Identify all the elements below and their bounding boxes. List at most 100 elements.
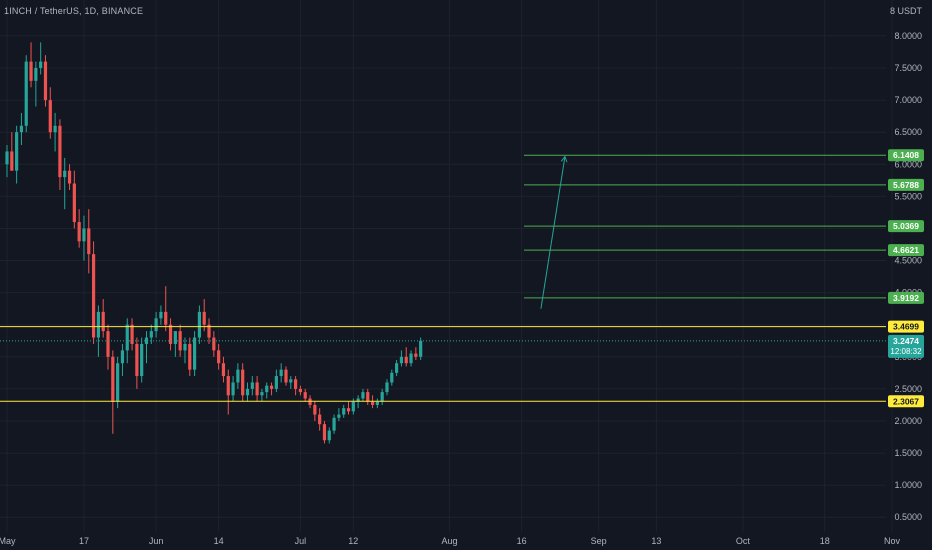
candle-down — [202, 311, 206, 325]
candle-down — [91, 254, 96, 338]
candle-down — [207, 324, 211, 338]
y-tick-label: 6.5000 — [894, 127, 922, 137]
candle-up — [154, 318, 158, 332]
candle-up — [245, 388, 250, 396]
candle-up — [173, 331, 177, 344]
candle-down — [226, 376, 230, 396]
candle-down — [164, 311, 168, 325]
candle-down — [404, 356, 408, 364]
level-price-tag — [888, 244, 924, 257]
candle-down — [168, 324, 173, 344]
candle-down — [221, 363, 226, 377]
candle-up — [53, 125, 57, 133]
candle-down — [217, 350, 221, 364]
candle-down — [106, 331, 110, 357]
candle-down — [10, 151, 14, 171]
candle-up — [116, 363, 120, 402]
y-tick-label: 1.0000 — [894, 480, 922, 490]
y-tick-label: 0.5000 — [894, 512, 922, 522]
level-price-label: 3.4699 — [893, 322, 919, 332]
candle-down — [241, 369, 245, 396]
candle-up — [375, 401, 379, 405]
candle-down — [313, 404, 317, 415]
level-price-tag — [888, 291, 924, 304]
candle-up — [5, 151, 9, 165]
level-price-tag — [888, 395, 924, 408]
candle-up — [120, 350, 125, 364]
candle-down — [135, 343, 139, 377]
current-price-tag — [888, 334, 924, 358]
candle-up — [351, 401, 355, 412]
candle-up — [260, 392, 264, 396]
candle-up — [34, 68, 38, 81]
level-price-tag — [888, 178, 924, 191]
y-tick-label: 7.5000 — [894, 63, 922, 73]
candle-up — [289, 379, 293, 383]
x-tick-label: Oct — [736, 536, 751, 546]
candle-down — [212, 337, 216, 351]
symbol-label: 1INCH / TetherUS, 1D, BINANCE — [4, 6, 144, 16]
level-price-label: 4.6621 — [893, 245, 919, 255]
y-tick-label: 6.0000 — [894, 159, 922, 169]
current-price-label: 3.2474 — [893, 336, 919, 346]
candle-down — [366, 392, 370, 402]
currency-label: 8 USDT — [889, 6, 922, 16]
level-price-label: 5.6788 — [893, 180, 919, 190]
candle-up — [337, 414, 341, 418]
level-price-label: 2.3067 — [893, 396, 919, 406]
candle-down — [130, 324, 134, 344]
y-tick-label: 1.5000 — [894, 448, 922, 458]
candle-down — [101, 311, 105, 332]
countdown-label: 12:08:32 — [890, 347, 922, 356]
y-tick-label: 8.0000 — [894, 31, 922, 41]
candle-up — [385, 382, 389, 393]
x-tick-label: 16 — [517, 536, 527, 546]
candle-up — [380, 392, 384, 402]
candle-down — [43, 61, 48, 101]
candle-up — [24, 61, 28, 126]
candle-up — [274, 376, 278, 389]
x-tick-label: Sep — [591, 536, 607, 546]
x-tick-label: 18 — [820, 536, 830, 546]
candle-down — [414, 353, 418, 357]
candle-down — [111, 356, 115, 402]
candle-down — [72, 183, 76, 223]
y-tick-label: 2.0000 — [894, 416, 922, 426]
candle-down — [303, 392, 307, 399]
candle-up — [332, 417, 336, 431]
x-tick-label: Jul — [295, 536, 307, 546]
y-tick-label: 5.5000 — [894, 191, 922, 201]
x-tick-label: Jun — [149, 536, 164, 546]
candle-down — [255, 382, 259, 396]
candle-down — [87, 228, 91, 255]
candle-up — [140, 343, 144, 377]
level-price-tag — [888, 149, 924, 162]
projection-arrow — [540, 156, 566, 309]
candle-up — [327, 430, 331, 441]
candle-up — [63, 170, 67, 178]
candle-down — [298, 388, 303, 393]
candle-down — [58, 125, 62, 178]
level-price-label: 5.0369 — [893, 221, 919, 231]
candle-up — [419, 340, 423, 357]
candle-up — [82, 228, 86, 242]
candle-down — [67, 170, 72, 184]
candle-up — [19, 125, 24, 133]
candle-up — [361, 392, 365, 399]
x-tick-label: May — [0, 536, 16, 546]
candle-up — [356, 398, 360, 402]
x-tick-label: Nov — [884, 536, 901, 546]
candle-down — [269, 385, 274, 389]
candle-down — [294, 379, 298, 389]
x-tick-label: 12 — [348, 536, 358, 546]
candle-up — [144, 337, 149, 344]
candle-down — [370, 401, 375, 405]
candle-down — [284, 369, 288, 383]
candle-up — [409, 353, 413, 364]
y-tick-label: 7.0000 — [894, 95, 922, 105]
level-price-label: 6.1408 — [893, 150, 919, 160]
candle-down — [29, 61, 33, 81]
candle-down — [48, 100, 52, 133]
